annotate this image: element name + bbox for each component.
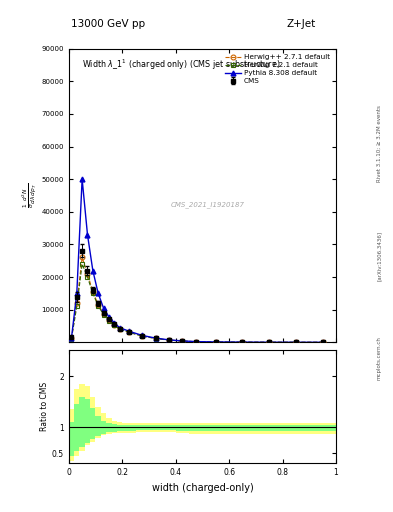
Herwig++ 2.7.1 default — [69, 335, 74, 342]
Pythia 8.308 default — [112, 319, 117, 326]
Line: Herwig++ 2.7.1 default: Herwig++ 2.7.1 default — [69, 255, 325, 345]
Pythia 8.308 default — [320, 339, 325, 345]
Line: Pythia 8.308 default: Pythia 8.308 default — [69, 177, 325, 345]
Pythia 8.308 default — [85, 231, 90, 238]
Herwig 7.2.1 default — [213, 339, 218, 345]
Y-axis label: $\frac{1}{\sigma}\frac{d^2N}{d\lambda\,dp_T}$: $\frac{1}{\sigma}\frac{d^2N}{d\lambda\,d… — [20, 183, 39, 208]
Pythia 8.308 default — [101, 305, 106, 311]
Herwig 7.2.1 default — [140, 333, 145, 339]
Herwig 7.2.1 default — [127, 329, 131, 335]
Herwig 7.2.1 default — [167, 337, 171, 343]
Pythia 8.308 default — [294, 339, 298, 345]
Pythia 8.308 default — [117, 325, 122, 331]
Herwig 7.2.1 default — [267, 339, 272, 345]
Pythia 8.308 default — [107, 314, 111, 320]
Pythia 8.308 default — [90, 267, 95, 273]
Text: Rivet 3.1.10; ≥ 3.2M events: Rivet 3.1.10; ≥ 3.2M events — [377, 105, 382, 182]
Text: CMS_2021_I1920187: CMS_2021_I1920187 — [171, 201, 245, 208]
Herwig++ 2.7.1 default — [96, 302, 101, 308]
Pythia 8.308 default — [74, 290, 79, 296]
Herwig 7.2.1 default — [117, 326, 122, 332]
Text: Width $\lambda$_1$^1$ (charged only) (CMS jet substructure): Width $\lambda$_1$^1$ (charged only) (CM… — [82, 57, 281, 72]
Herwig++ 2.7.1 default — [167, 337, 171, 343]
Pythia 8.308 default — [127, 328, 131, 334]
Herwig++ 2.7.1 default — [240, 339, 245, 345]
Herwig++ 2.7.1 default — [90, 289, 95, 295]
Herwig 7.2.1 default — [107, 317, 111, 324]
Text: mcplots.cern.ch: mcplots.cern.ch — [377, 336, 382, 380]
Herwig++ 2.7.1 default — [101, 310, 106, 316]
X-axis label: width (charged-only): width (charged-only) — [152, 483, 253, 493]
Herwig++ 2.7.1 default — [294, 339, 298, 345]
Pythia 8.308 default — [213, 339, 218, 345]
Herwig 7.2.1 default — [90, 290, 95, 296]
Herwig++ 2.7.1 default — [213, 339, 218, 345]
Pythia 8.308 default — [180, 338, 185, 344]
Herwig++ 2.7.1 default — [320, 339, 325, 346]
Herwig++ 2.7.1 default — [85, 271, 90, 277]
Herwig++ 2.7.1 default — [193, 338, 198, 345]
Pythia 8.308 default — [140, 332, 145, 338]
Herwig++ 2.7.1 default — [267, 339, 272, 345]
Herwig 7.2.1 default — [294, 339, 298, 345]
Herwig++ 2.7.1 default — [140, 333, 145, 339]
Herwig 7.2.1 default — [180, 338, 185, 344]
Pythia 8.308 default — [240, 339, 245, 345]
Herwig++ 2.7.1 default — [80, 254, 84, 261]
Herwig 7.2.1 default — [96, 303, 101, 309]
Herwig++ 2.7.1 default — [117, 326, 122, 332]
Pythia 8.308 default — [193, 338, 198, 345]
Pythia 8.308 default — [167, 337, 171, 343]
Herwig 7.2.1 default — [80, 261, 84, 267]
Pythia 8.308 default — [267, 339, 272, 345]
Herwig 7.2.1 default — [240, 339, 245, 345]
Text: [arXiv:1306.3436]: [arXiv:1306.3436] — [377, 231, 382, 281]
Herwig 7.2.1 default — [153, 335, 158, 342]
Herwig 7.2.1 default — [112, 322, 117, 328]
Text: 13000 GeV pp: 13000 GeV pp — [71, 19, 145, 30]
Pythia 8.308 default — [80, 176, 84, 182]
Herwig++ 2.7.1 default — [180, 338, 185, 344]
Herwig++ 2.7.1 default — [107, 317, 111, 323]
Herwig++ 2.7.1 default — [74, 300, 79, 306]
Pythia 8.308 default — [96, 290, 101, 296]
Herwig++ 2.7.1 default — [153, 335, 158, 342]
Herwig 7.2.1 default — [69, 336, 74, 342]
Herwig 7.2.1 default — [193, 338, 198, 345]
Pythia 8.308 default — [69, 335, 74, 341]
Herwig++ 2.7.1 default — [127, 329, 131, 335]
Text: Z+Jet: Z+Jet — [287, 19, 316, 30]
Line: Herwig 7.2.1 default: Herwig 7.2.1 default — [69, 262, 325, 345]
Herwig 7.2.1 default — [101, 311, 106, 317]
Pythia 8.308 default — [153, 335, 158, 341]
Herwig 7.2.1 default — [74, 303, 79, 309]
Legend: Herwig++ 2.7.1 default, Herwig 7.2.1 default, Pythia 8.308 default, CMS: Herwig++ 2.7.1 default, Herwig 7.2.1 def… — [223, 52, 332, 86]
Y-axis label: Ratio to CMS: Ratio to CMS — [40, 382, 49, 432]
Herwig 7.2.1 default — [85, 274, 90, 280]
Herwig++ 2.7.1 default — [112, 322, 117, 328]
Herwig 7.2.1 default — [320, 339, 325, 346]
